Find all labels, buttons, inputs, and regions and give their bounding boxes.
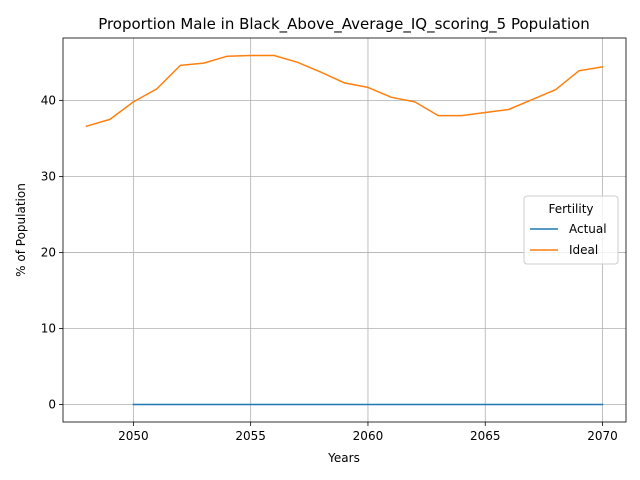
legend-box	[523, 195, 619, 265]
x-tick-label: 2050	[118, 429, 149, 443]
x-axis-ticks: 2050 2055 2060 2065 2070	[118, 422, 618, 443]
y-tick-label: 0	[48, 398, 56, 412]
x-tick-label: 2055	[235, 429, 266, 443]
y-tick-label: 40	[41, 93, 56, 107]
x-axis-label: Years	[327, 451, 360, 465]
y-axis-ticks: 0 10 20 30 40	[41, 93, 63, 412]
legend-title: Fertility	[548, 202, 593, 216]
x-tick-label: 2065	[470, 429, 501, 443]
legend-label-actual: Actual	[569, 222, 607, 236]
x-tick-label: 2070	[587, 429, 618, 443]
y-axis-label: % of Population	[14, 183, 28, 277]
legend-items: Actual Ideal	[530, 222, 607, 257]
y-tick-label: 20	[41, 245, 56, 259]
y-tick-label: 10	[41, 321, 56, 335]
series-line-ideal	[85, 54, 604, 128]
axes-frame	[62, 37, 627, 423]
chart-title: Proportion Male in Black_Above_Average_I…	[98, 15, 590, 34]
legend-label-ideal: Ideal	[569, 243, 598, 257]
series-lines	[85, 54, 604, 406]
x-tick-label: 2060	[353, 429, 384, 443]
legend: Fertility Actual Ideal	[523, 195, 619, 265]
y-tick-label: 30	[41, 169, 56, 183]
